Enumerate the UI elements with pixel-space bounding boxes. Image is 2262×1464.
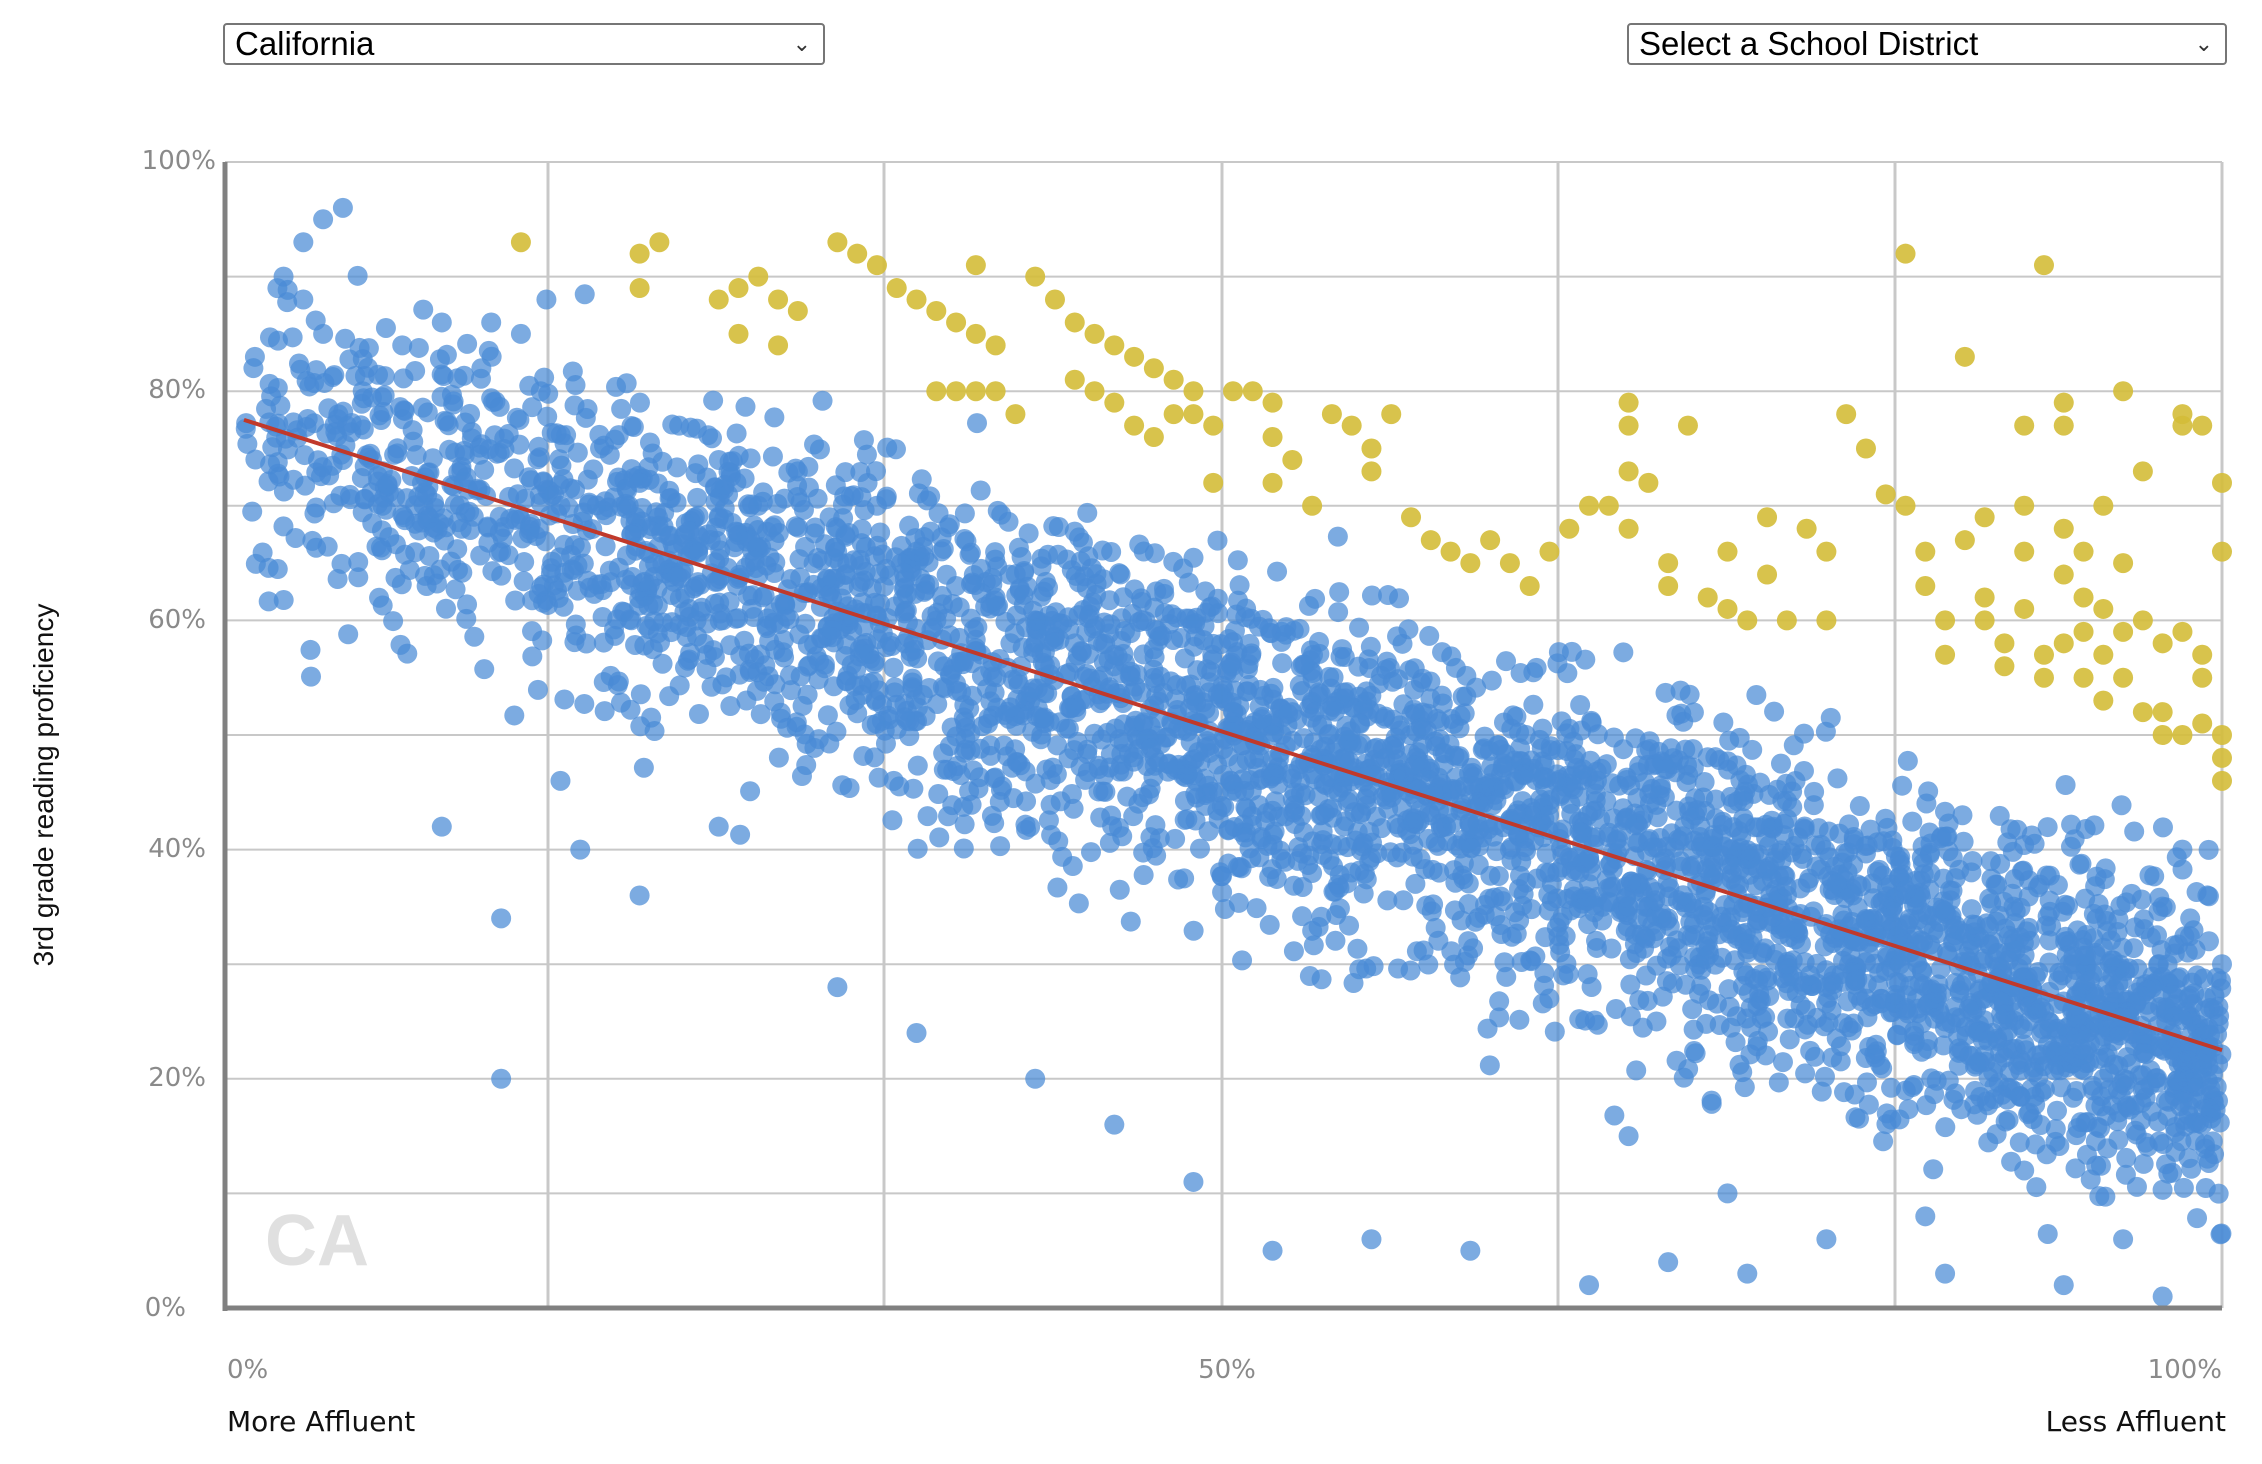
district-select[interactable]: Select a School District ⌄: [1627, 23, 2227, 65]
y-tick-100: 100%: [142, 146, 216, 176]
y-tick-80: 80%: [148, 375, 206, 405]
tick-labels: 0% 20% 40% 60% 80% 100% 0% 50% 100%: [142, 146, 2222, 1385]
y-tick-40: 40%: [148, 834, 206, 864]
trend-line: [243, 417, 2223, 1053]
district-select-value: Select a School District: [1639, 25, 1979, 62]
y-tick-0: 0%: [145, 1293, 186, 1323]
x-tick-0: 0%: [227, 1355, 268, 1385]
state-select-value: California: [235, 25, 375, 62]
x-axis-right-label: Less Affluent: [2045, 1405, 2226, 1438]
x-tick-100: 100%: [2148, 1355, 2222, 1385]
y-tick-60: 60%: [148, 605, 206, 635]
chevron-down-icon: ⌄: [2194, 31, 2213, 56]
x-tick-50: 50%: [1198, 1355, 1256, 1385]
axes: [222, 162, 2222, 1311]
chevron-down-icon: ⌄: [792, 31, 811, 56]
state-watermark: CA: [265, 1201, 369, 1281]
y-tick-20: 20%: [148, 1063, 206, 1093]
x-axis-left-label: More Affluent: [227, 1405, 416, 1438]
data-points: [235, 197, 2232, 1307]
state-select[interactable]: California ⌄: [223, 23, 825, 65]
